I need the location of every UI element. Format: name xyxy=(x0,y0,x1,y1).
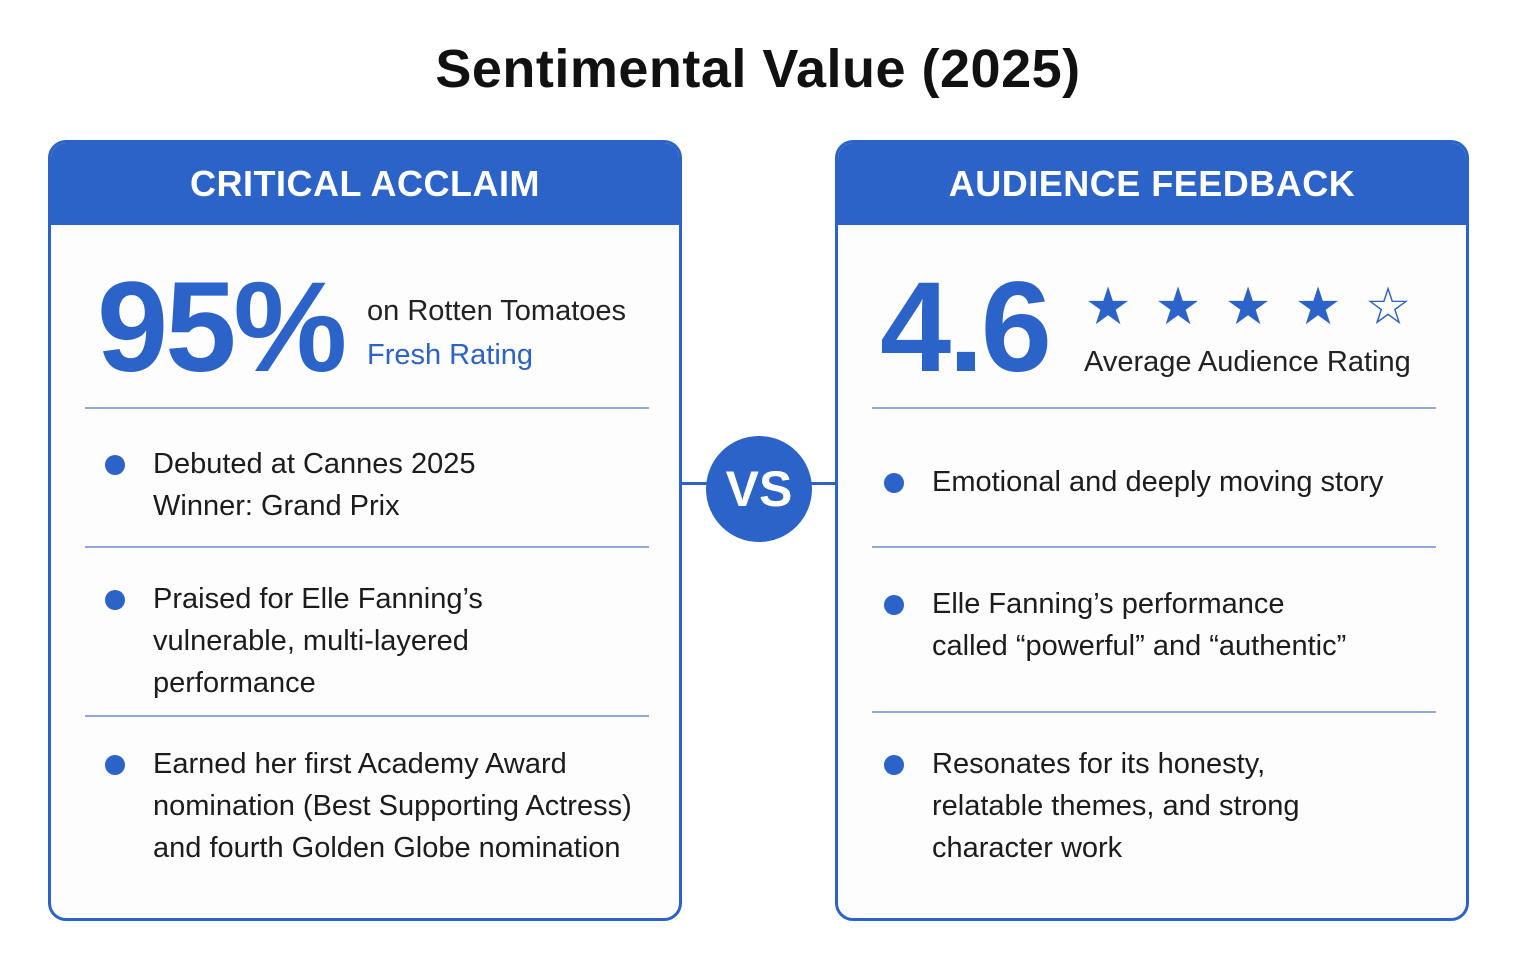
audience-score: 4.6 xyxy=(880,256,1052,399)
audience-score-row: 4.6 ★ ★ ★ ★ ☆ Average Audience Rating xyxy=(838,253,1466,403)
score-subcaption: Fresh Rating xyxy=(367,339,534,371)
bullet-icon xyxy=(884,755,904,775)
star-filled-icon: ★ xyxy=(1294,278,1342,336)
bullet-icon xyxy=(105,755,125,775)
bullet-icon xyxy=(884,595,904,615)
divider xyxy=(872,546,1436,548)
bullet-icon xyxy=(884,473,904,493)
vs-badge: VS xyxy=(706,436,812,542)
list-item-text: Praised for Elle Fanning’s vulnerable, m… xyxy=(153,583,483,699)
score-caption: Average Audience Rating xyxy=(1084,346,1411,378)
vs-connector-right xyxy=(810,482,836,485)
rotten-tomatoes-score: 95% xyxy=(97,256,347,399)
critical-score-row: 95% on Rotten Tomatoes Fresh Rating xyxy=(51,253,679,403)
divider xyxy=(85,407,649,409)
page-title: Sentimental Value (2025) xyxy=(435,39,1081,99)
star-filled-icon: ★ xyxy=(1224,278,1272,336)
bullet-icon xyxy=(105,455,125,475)
audience-feedback-panel: AUDIENCE FEEDBACK 4.6 ★ ★ ★ ★ ☆ Average … xyxy=(835,140,1469,921)
star-outline-icon: ☆ xyxy=(1364,278,1412,336)
vs-connector-left xyxy=(682,482,708,485)
list-item-text: Emotional and deeply moving story xyxy=(932,466,1384,498)
list-item-text: Earned her first Academy Award nominatio… xyxy=(153,748,632,864)
star-filled-icon: ★ xyxy=(1154,278,1202,336)
list-item-text: Debuted at Cannes 2025 Winner: Grand Pri… xyxy=(153,448,476,522)
divider xyxy=(85,546,649,548)
critical-acclaim-header: CRITICAL ACCLAIM xyxy=(51,143,679,225)
score-caption: on Rotten Tomatoes xyxy=(367,295,627,327)
divider xyxy=(872,711,1436,713)
star-filled-icon: ★ xyxy=(1084,278,1132,336)
bullet-icon xyxy=(105,590,125,610)
critical-acclaim-panel: CRITICAL ACCLAIM 95% on Rotten Tomatoes … xyxy=(48,140,682,921)
divider xyxy=(872,407,1436,409)
divider xyxy=(85,715,649,717)
list-item-text: Resonates for its honesty, relatable the… xyxy=(932,748,1300,864)
star-rating: ★ ★ ★ ★ ☆ xyxy=(1082,281,1414,333)
list-item-text: Elle Fanning’s performance called “power… xyxy=(932,588,1347,662)
audience-feedback-header: AUDIENCE FEEDBACK xyxy=(838,143,1466,225)
